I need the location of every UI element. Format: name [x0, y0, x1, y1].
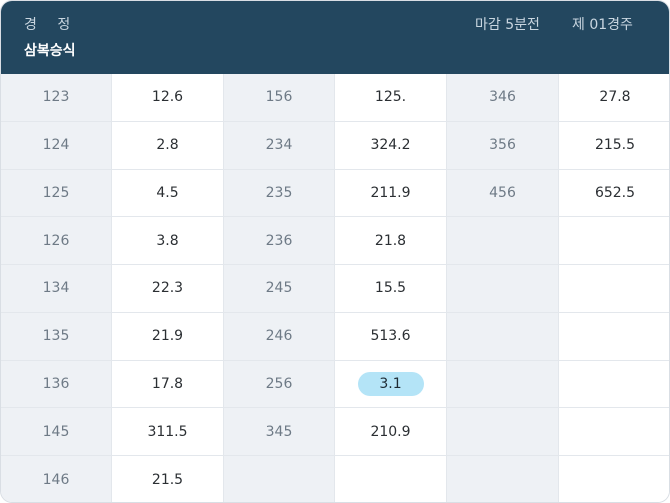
combo-cell: 345	[224, 408, 335, 457]
combo-cell: 126	[1, 217, 112, 266]
odds-cell[interactable]: 4.5	[112, 169, 224, 218]
highlighted-odds[interactable]: 3.1	[357, 372, 424, 397]
bet-type-label: 삼복승식	[24, 43, 76, 59]
combo-cell: 136	[1, 360, 112, 409]
odds-cell	[559, 408, 669, 457]
combo-cell: 346	[447, 74, 559, 122]
combo-cell: 146	[1, 456, 112, 502]
odds-cell	[559, 217, 669, 266]
combo-cell: 123	[1, 74, 112, 122]
odds-cell	[559, 265, 669, 313]
odds-cell[interactable]: 27.8	[559, 74, 669, 122]
odds-cell[interactable]: 21.9	[112, 312, 224, 361]
odds-cell[interactable]: 2.8	[112, 121, 224, 170]
combo-cell: 245	[224, 265, 335, 313]
combo-cell	[447, 312, 559, 361]
combo-cell	[447, 456, 559, 502]
combo-cell: 236	[224, 217, 335, 266]
odds-cell	[559, 360, 669, 409]
combo-cell: 256	[224, 360, 335, 409]
odds-cell[interactable]: 125.	[335, 74, 447, 122]
odds-table: 123 12.6 156 125. 346 27.8 124 2.8 234 324.2 356 21…	[1, 74, 669, 502]
combo-cell: 246	[224, 312, 335, 361]
odds-cell[interactable]: 211.9	[335, 169, 447, 218]
odds-cell[interactable]: 3.1	[335, 360, 447, 409]
odds-cell[interactable]: 513.6	[335, 312, 447, 361]
odds-cell[interactable]: 215.5	[559, 121, 669, 170]
combo-cell	[447, 265, 559, 313]
combo-cell	[447, 217, 559, 266]
odds-cell[interactable]: 21.5	[112, 456, 224, 502]
header-bar: 경 정 삼복승식 마감 5분전 제 01경주	[1, 1, 669, 74]
odds-cell[interactable]: 15.5	[335, 265, 447, 313]
odds-cell[interactable]: 3.8	[112, 217, 224, 266]
odds-cell[interactable]: 324.2	[335, 121, 447, 170]
odds-cell	[559, 456, 669, 502]
odds-cell[interactable]: 17.8	[112, 360, 224, 409]
odds-cell[interactable]: 22.3	[112, 265, 224, 313]
combo-cell: 145	[1, 408, 112, 457]
combo-cell	[224, 456, 335, 502]
combo-cell	[447, 408, 559, 457]
combo-cell: 235	[224, 169, 335, 218]
combo-cell: 134	[1, 265, 112, 313]
odds-cell	[335, 456, 447, 502]
odds-cell[interactable]: 21.8	[335, 217, 447, 266]
combo-cell: 124	[1, 121, 112, 170]
page-title: 경 정	[24, 17, 79, 33]
odds-cell[interactable]: 210.9	[335, 408, 447, 457]
odds-cell	[559, 312, 669, 361]
odds-cell[interactable]: 652.5	[559, 169, 669, 218]
combo-cell: 135	[1, 312, 112, 361]
combo-cell: 125	[1, 169, 112, 218]
combo-cell: 156	[224, 74, 335, 122]
deadline-status: 마감 5분전	[475, 17, 540, 33]
race-number: 제 01경주	[572, 17, 633, 33]
combo-cell: 456	[447, 169, 559, 218]
combo-cell: 356	[447, 121, 559, 170]
odds-cell[interactable]: 12.6	[112, 74, 224, 122]
combo-cell: 234	[224, 121, 335, 170]
odds-cell[interactable]: 311.5	[112, 408, 224, 457]
combo-cell	[447, 360, 559, 409]
